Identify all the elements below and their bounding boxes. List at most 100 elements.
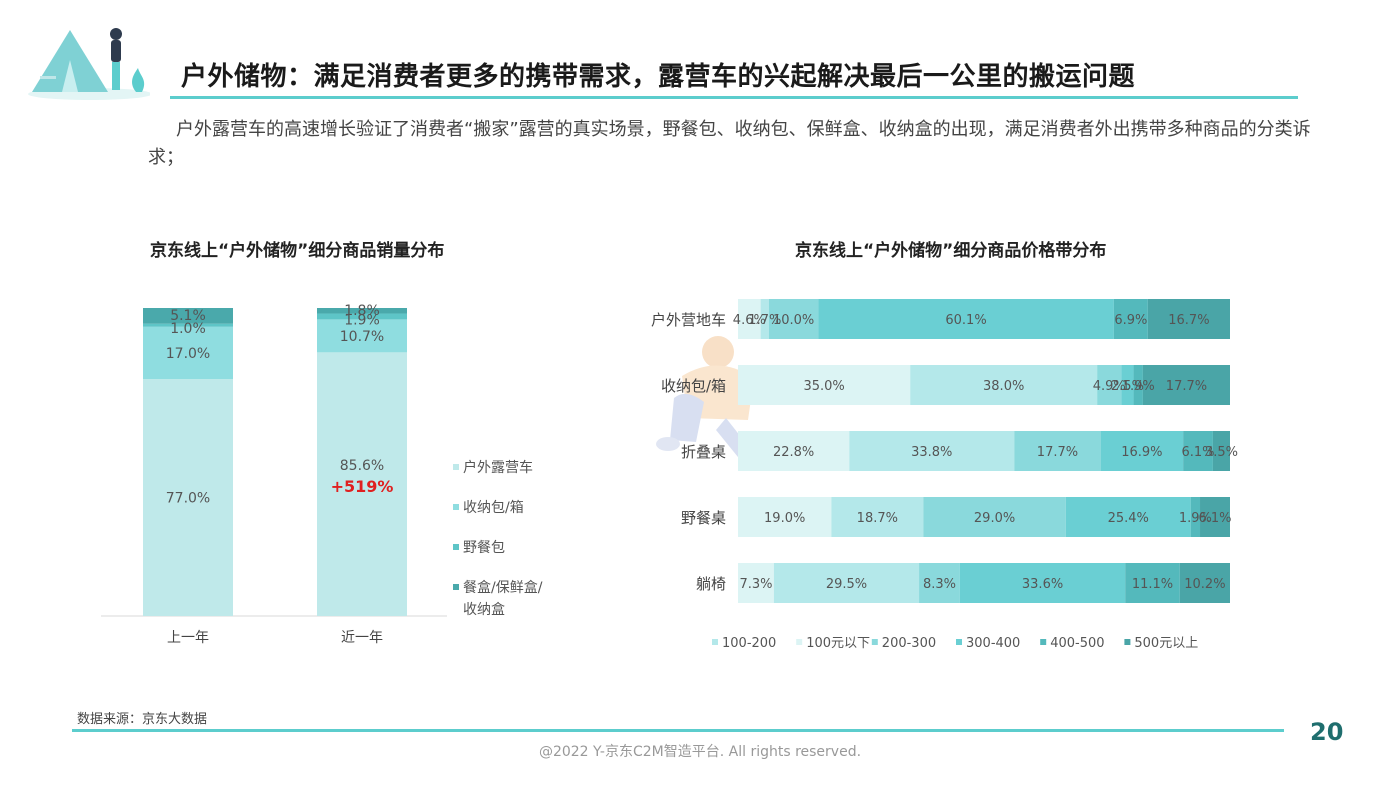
left-data-label-1-0: 85.6% [340, 458, 384, 474]
logo-person-body [111, 40, 121, 62]
right-legend-swatch-4 [1040, 639, 1047, 645]
left-bar-segment-1-1 [317, 319, 407, 353]
right-bar-segment-0-5 [1147, 299, 1230, 339]
right-data-label-2-0: 22.8% [773, 445, 814, 460]
right-bar-segment-3-1 [831, 497, 924, 537]
left-chart-title: 京东线上“户外储物”细分商品销量分布 [150, 241, 445, 261]
right-data-label-0-0: 4.6% [733, 313, 766, 328]
right-chart-title: 京东线上“户外储物”细分商品价格带分布 [795, 241, 1107, 261]
right-bar-segment-1-4 [1133, 365, 1143, 405]
right-bar-segment-2-3 [1100, 431, 1184, 471]
right-data-label-2-5: 3.5% [1205, 445, 1238, 460]
right-bar-segment-1-2 [1097, 365, 1122, 405]
right-bar-segment-0-3 [818, 299, 1114, 339]
right-bar-segment-1-1 [910, 365, 1098, 405]
right-data-label-1-1: 38.0% [983, 379, 1024, 394]
left-legend-swatch-3 [453, 584, 459, 590]
right-bar-segment-4-2 [919, 563, 960, 603]
left-legend-swatch-0 [453, 464, 459, 470]
right-bar-segment-2-0 [738, 431, 850, 471]
left-category-label-0: 上一年 [167, 630, 209, 646]
right-data-label-1-3: 2.5% [1111, 379, 1144, 394]
right-data-label-1-2: 4.9% [1093, 379, 1126, 394]
right-category-label-2: 折叠桌 [681, 443, 726, 461]
right-data-label-3-5: 6.1% [1198, 511, 1231, 526]
left-data-label-0-0: 77.0% [166, 491, 210, 507]
footer-rule [72, 729, 1284, 732]
price-band-chart: 4.6%1.7%10.0% 60.1% 6.9% 16.7% 35.0% 38.0% 4.9… [651, 299, 1238, 651]
right-bar-segment-2-4 [1183, 431, 1213, 471]
right-bar-segment-3-0 [738, 497, 832, 537]
right-data-label-4-5: 10.2% [1184, 577, 1225, 592]
left-bar-segment-0-3 [143, 308, 233, 324]
intro-paragraph: 户外露营车的高速增长验证了消费者“搬家”露营的真实场景，野餐包、收纳包、保鲜盒、… [148, 119, 1311, 168]
right-data-label-3-4: 1.9% [1179, 511, 1212, 526]
right-bar-segment-0-0 [738, 299, 761, 339]
right-data-label-0-1: 1.7% [748, 313, 781, 328]
right-data-label-2-3: 16.9% [1121, 445, 1162, 460]
right-data-label-2-1: 33.8% [911, 445, 952, 460]
growth-annotation: +519% [331, 477, 394, 496]
left-bar-segment-0-0 [143, 379, 233, 616]
right-data-label-0-3: 60.1% [945, 313, 986, 328]
right-bar-segment-2-2 [1014, 431, 1101, 471]
right-data-label-0-5: 16.7% [1168, 313, 1209, 328]
sales-distribution-chart: 77.0% 17.0% 1.0%5.1% 85.6% 10.7%1.9%1.8% +519… [101, 303, 543, 646]
right-data-label-2-4: 6.1% [1182, 445, 1215, 460]
left-bar-segment-0-1 [143, 326, 233, 380]
right-bar-segment-4-0 [738, 563, 774, 603]
logo-campfire-icon [132, 68, 145, 92]
left-legend-label-3-cont: 收纳盒 [463, 601, 505, 618]
left-legend-label-0: 户外露营车 [463, 459, 533, 476]
logo-stool [40, 76, 56, 79]
left-legend-swatch-2 [453, 544, 459, 550]
right-bar-segment-4-3 [959, 563, 1126, 603]
left-bar-segment-1-3 [317, 308, 407, 314]
right-bar-segment-1-3 [1121, 365, 1134, 405]
right-data-label-0-2: 10.0% [773, 313, 814, 328]
right-bar-segment-3-2 [923, 497, 1066, 537]
right-category-label-3: 野餐桌 [681, 509, 726, 527]
right-category-label-1: 收纳包/箱 [661, 377, 726, 395]
right-data-label-1-4: 1.9% [1122, 379, 1155, 394]
right-data-label-0-4: 6.9% [1114, 313, 1147, 328]
right-data-label-4-4: 11.1% [1132, 577, 1173, 592]
right-legend-label-0: 100-200 [722, 636, 776, 651]
right-bar-segment-3-4 [1190, 497, 1201, 537]
camping-illustration-logo [20, 12, 152, 108]
right-data-label-3-3: 25.4% [1108, 511, 1149, 526]
left-data-label-0-2: 1.0% [170, 321, 206, 337]
right-data-label-3-1: 18.7% [857, 511, 898, 526]
left-data-label-0-3: 5.1% [170, 308, 206, 324]
left-data-label-0-1: 17.0% [166, 346, 210, 362]
right-data-label-4-1: 29.5% [826, 577, 867, 592]
left-bar-segment-1-0 [317, 352, 407, 616]
left-bar-segment-0-2 [143, 323, 233, 327]
right-legend-label-5: 500元以上 [1134, 636, 1198, 651]
right-data-label-4-0: 7.3% [739, 577, 772, 592]
right-data-label-1-5: 17.7% [1166, 379, 1207, 394]
right-bar-segment-0-2 [768, 299, 819, 339]
right-legend-swatch-1 [796, 639, 803, 645]
right-legend-label-3: 300-400 [966, 636, 1020, 651]
logo-person-head [110, 28, 122, 40]
left-data-label-1-2: 1.9% [344, 312, 380, 328]
left-legend-label-3: 餐盒/保鲜盒/ [463, 579, 543, 596]
page-number: 20 [1310, 718, 1344, 746]
right-legend-label-4: 400-500 [1050, 636, 1104, 651]
right-legend-label-1: 100元以下 [806, 636, 870, 651]
copyright-text: @2022 Y-京东C2M智造平台. All rights reserved. [538, 744, 862, 760]
left-legend-swatch-1 [453, 504, 459, 510]
right-data-label-1-0: 35.0% [803, 379, 844, 394]
right-bar-segment-3-3 [1065, 497, 1191, 537]
left-legend-label-2: 野餐包 [463, 540, 505, 556]
right-bar-segment-0-4 [1113, 299, 1148, 339]
right-legend-swatch-0 [712, 639, 718, 645]
right-legend-swatch-5 [1124, 639, 1131, 645]
right-bar-segment-2-1 [849, 431, 1015, 471]
right-data-label-3-0: 19.0% [764, 511, 805, 526]
right-data-label-3-2: 29.0% [974, 511, 1015, 526]
left-category-label-1: 近一年 [341, 630, 383, 646]
right-data-label-4-3: 33.6% [1022, 577, 1063, 592]
right-data-label-2-2: 17.7% [1037, 445, 1078, 460]
